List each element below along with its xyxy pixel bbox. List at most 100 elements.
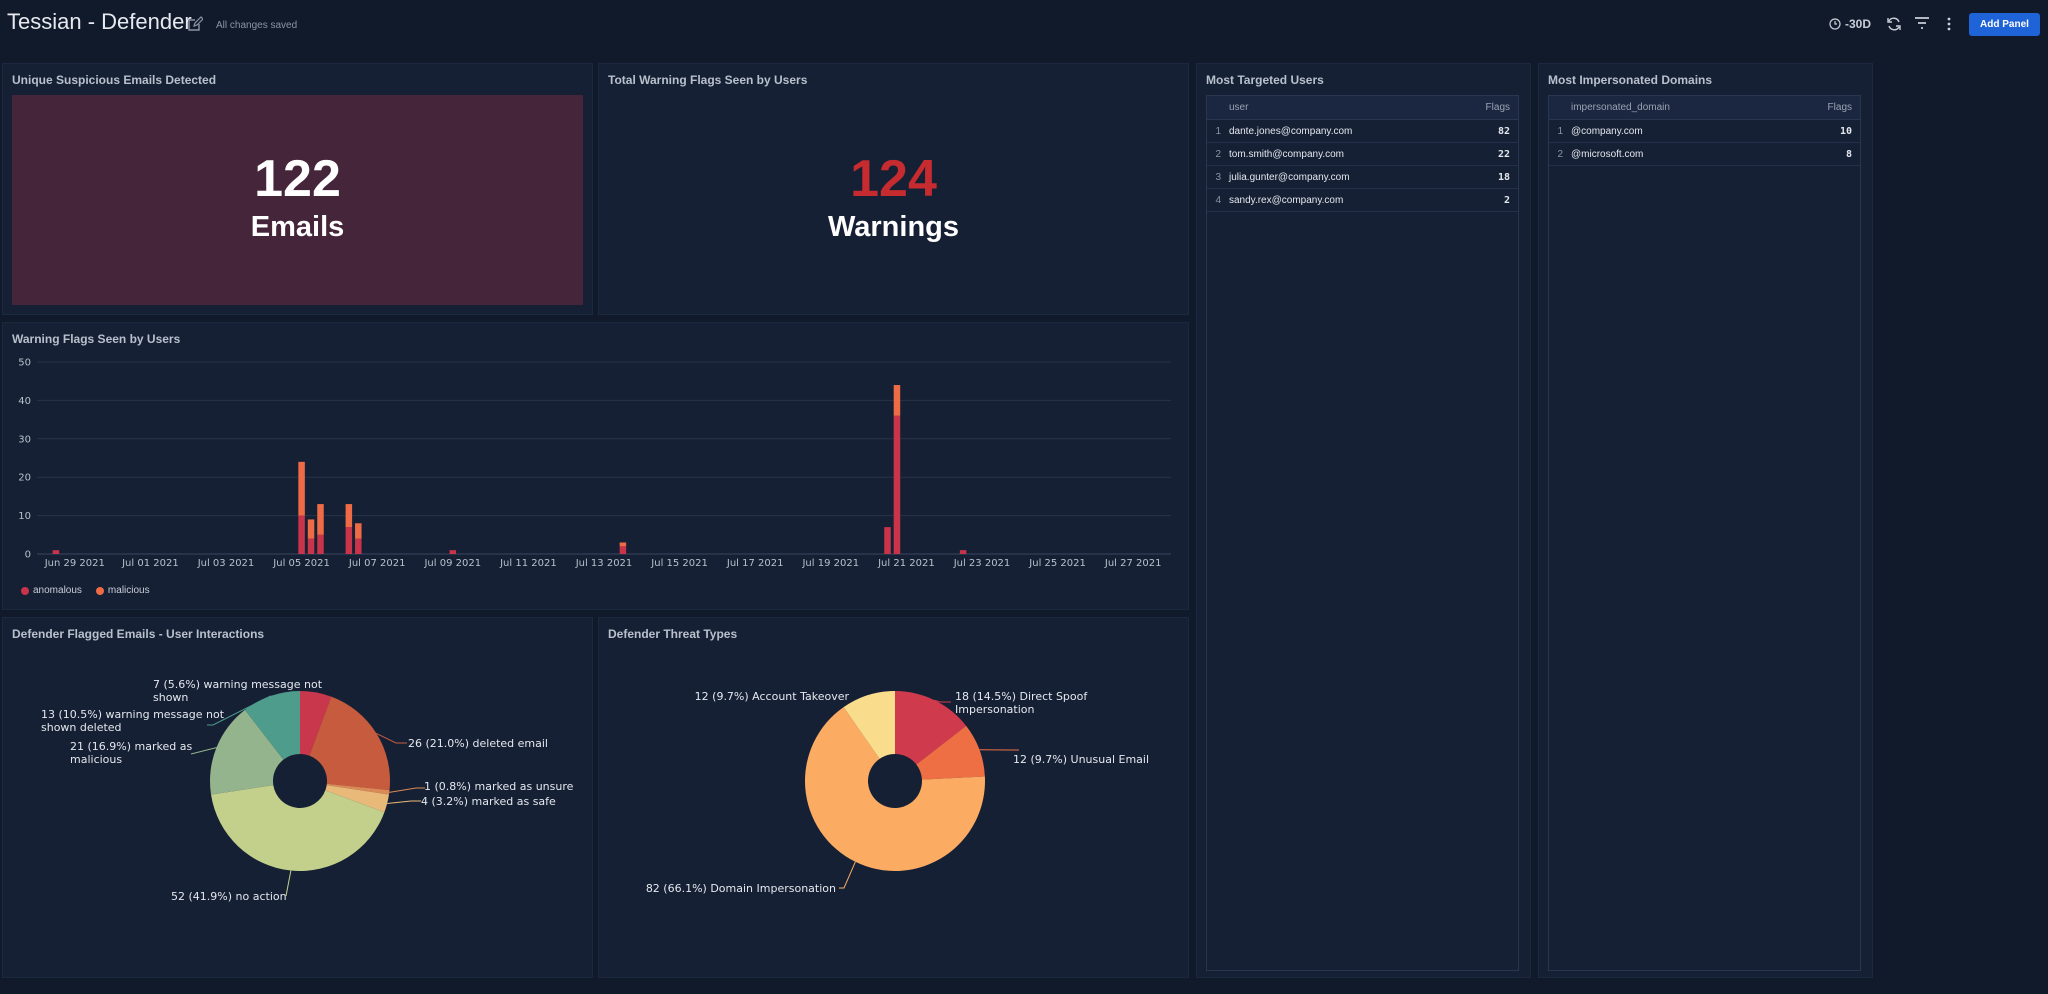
bar-malicious[interactable] [619,542,627,547]
bar-anomalous[interactable] [52,550,60,554]
edit-icon[interactable] [187,16,203,32]
dashboard-title: Tessian - Defender [7,9,192,34]
row-flags: 8 [1845,148,1852,160]
refresh-icon[interactable] [1886,16,1902,32]
x-tick-label: Jul 11 2021 [499,558,557,569]
legend-item-malicious[interactable]: malicious [95,585,150,596]
bar-anomalous[interactable] [307,538,315,554]
impersonated-domains-panel: Most Impersonated Domains impersonated_d… [1538,63,1873,978]
x-tick-label: Jul 09 2021 [423,558,481,569]
column-header-user[interactable]: user [1229,102,1249,113]
table-header: user Flags [1207,96,1518,120]
user-interactions-panel: Defender Flagged Emails - User Interacti… [2,617,593,978]
emails-unit: Emails [250,211,345,243]
impersonated-domains-table: impersonated_domain Flags 1 @company.com 1… [1548,95,1861,971]
bar-anomalous[interactable] [345,527,353,554]
y-tick-label: 10 [18,511,31,522]
table-row[interactable]: 4 sandy.rex@company.com 2 [1207,189,1518,212]
bar-malicious[interactable] [298,461,305,516]
x-tick-label: Jul 13 2021 [575,558,633,569]
bar-anomalous[interactable] [317,534,324,554]
bar-anomalous[interactable] [298,515,305,554]
x-tick-label: Jun 29 2021 [44,558,105,569]
time-range-picker[interactable]: -30D [1829,17,1871,31]
legend-swatch [21,586,29,595]
bar-malicious[interactable] [307,519,315,539]
donut-slice[interactable] [309,696,390,791]
donut-slice[interactable] [244,691,300,760]
donut-slice[interactable] [805,707,985,871]
more-vertical-icon[interactable] [1941,16,1957,32]
donut-slice[interactable] [895,691,967,765]
bar-malicious[interactable] [345,504,353,528]
emails-value-box: 122 Emails [12,95,583,305]
donut-slice[interactable] [325,785,389,813]
donut-slice[interactable] [300,691,332,756]
slice-label: 21 (16.9%) marked as malicious [70,740,192,766]
emails-count: 122 [254,150,341,208]
slice-label: 82 (66.1%) Domain Impersonation [646,882,836,895]
x-tick-label: Jul 19 2021 [801,558,859,569]
bar-malicious[interactable] [355,523,362,539]
slice-label: 26 (21.0%) deleted email [408,737,548,750]
x-tick-label: Jul 17 2021 [726,558,784,569]
table-row[interactable]: 1 dante.jones@company.com 82 [1207,120,1518,143]
donut-slice[interactable] [916,725,985,780]
bar-anomalous[interactable] [893,415,901,554]
impersonated-domains-title: Most Impersonated Domains [1548,73,1713,87]
user-interactions-donut-chart: 7 (5.6%) warning message not shown 26 (21.… [41,678,574,903]
table-row[interactable]: 2 tom.smith@company.com 22 [1207,143,1518,166]
donut-slice[interactable] [326,783,390,795]
slice-label: 4 (3.2%) marked as safe [421,795,556,808]
row-index: 2 [1557,148,1563,160]
label-leader-line [851,694,869,705]
column-header-flags[interactable]: Flags [1485,102,1510,113]
legend-label: malicious [107,585,150,596]
x-tick-label: Jul 23 2021 [953,558,1011,569]
threat-types-donut-chart: 18 (14.5%) Direct Spoof Impersonation 12 (… [646,690,1149,895]
column-header-flags[interactable]: Flags [1827,102,1852,113]
bar-malicious[interactable] [893,385,901,416]
bar-anomalous[interactable] [959,550,967,554]
filter-icon[interactable] [1914,16,1930,32]
slice-label: 12 (9.7%) Unusual Email [1013,753,1149,766]
table-row[interactable]: 2 @microsoft.com 8 [1549,143,1860,166]
column-header-domain[interactable]: impersonated_domain [1571,102,1670,113]
warnings-unit: Warnings [827,211,960,243]
row-flags: 22 [1497,148,1510,160]
table-row[interactable]: 3 julia.gunter@company.com 18 [1207,166,1518,189]
label-leader-line [839,861,856,889]
row-index: 2 [1215,148,1221,160]
row-flags: 2 [1503,194,1510,206]
legend-item-anomalous[interactable]: anomalous [21,585,82,596]
chart-legend: anomalous malicious [21,585,150,596]
targeted-users-panel: Most Targeted Users user Flags 1 dante.jo… [1196,63,1531,978]
donut-slice[interactable] [843,691,895,759]
label-leader-line [309,692,320,699]
slice-label: 13 (10.5%) warning message not shown dele… [41,708,225,734]
x-tick-label: Jul 01 2021 [121,558,179,569]
slice-label: 1 (0.8%) marked as unsure [424,780,574,793]
bar-anomalous[interactable] [449,550,457,554]
add-panel-button[interactable]: Add Panel [1969,13,2040,36]
threat-types-panel: Defender Threat Types 18 (14.5%) Direct … [598,617,1189,978]
bar-anomalous[interactable] [884,527,891,554]
donut-slice[interactable] [210,709,284,795]
label-leader-line [376,732,407,744]
row-flags: 82 [1497,125,1510,137]
table-row[interactable]: 1 @company.com 10 [1549,120,1860,143]
donut-slice[interactable] [211,785,385,871]
bar-malicious[interactable] [317,504,324,535]
bar-anomalous[interactable] [619,546,627,554]
threat-types-title: Defender Threat Types [608,627,738,641]
row-name: tom.smith@company.com [1229,148,1344,160]
row-name: @microsoft.com [1571,148,1644,160]
row-flags: 18 [1497,171,1510,183]
x-tick-label: Jul 07 2021 [348,558,406,569]
bar-anomalous[interactable] [355,538,362,554]
slice-label: 18 (14.5%) Direct Spoof Impersonation [955,690,1088,716]
warnings-count: 124 [850,150,937,208]
label-leader-line [190,747,217,755]
legend-label: anomalous [33,585,82,596]
targeted-users-title: Most Targeted Users [1206,73,1324,87]
